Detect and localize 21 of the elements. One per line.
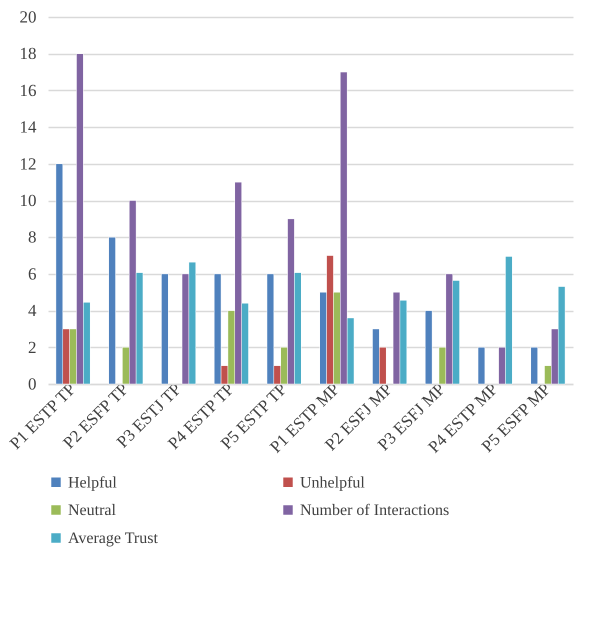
bar [530, 347, 538, 384]
y-tick-label: 10 [20, 191, 36, 210]
y-tick-label: 0 [28, 374, 36, 394]
y-tick-label: 2 [28, 338, 36, 357]
legend-label: Helpful [68, 474, 118, 492]
bar [478, 347, 486, 384]
legend-label: Neutral [68, 502, 117, 519]
y-tick-label: 20 [20, 8, 36, 26]
legend-label: Unhelpful [300, 474, 366, 492]
bar [161, 274, 169, 384]
y-tick-label: 18 [20, 44, 36, 64]
y-tick-label: 8 [28, 228, 36, 247]
y-tick-label: 12 [20, 154, 36, 174]
legend-label: Average Trust [68, 530, 158, 547]
y-tick-label: 14 [20, 118, 37, 137]
bar [425, 310, 432, 384]
legend-label: Number of Interactions [300, 502, 450, 519]
y-tick-label: 16 [20, 80, 36, 100]
y-tick-label: 6 [28, 264, 36, 284]
bar [108, 236, 116, 384]
y-tick-label: 4 [28, 301, 37, 320]
